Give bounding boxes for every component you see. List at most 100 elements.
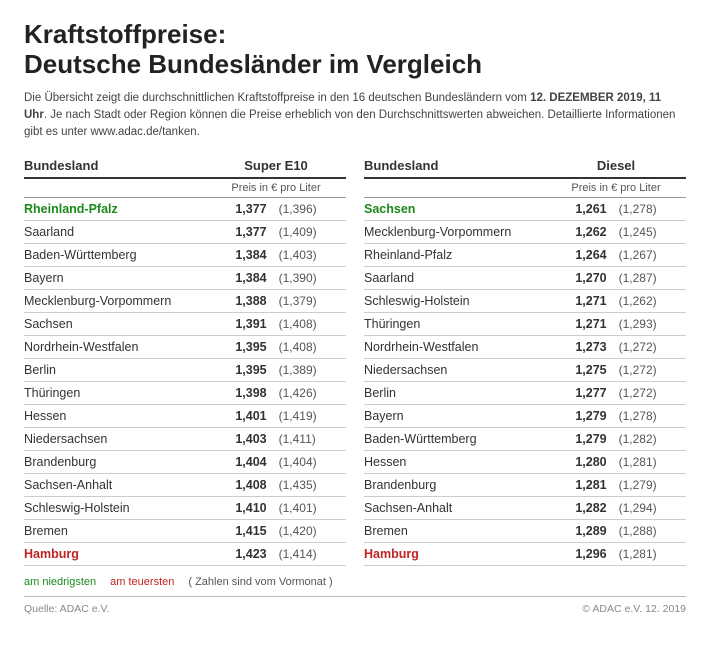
- cell-bundesland: Rheinland-Pfalz: [364, 248, 539, 262]
- cell-prev: (1,262): [619, 294, 686, 308]
- col-fuel: Diesel: [546, 158, 686, 173]
- cell-price: 1,423: [199, 547, 278, 561]
- cell-bundesland: Mecklenburg-Vorpommern: [24, 294, 199, 308]
- cell-prev: (1,435): [279, 478, 346, 492]
- cell-prev: (1,379): [279, 294, 346, 308]
- cell-prev: (1,403): [279, 248, 346, 262]
- cell-prev: (1,401): [279, 501, 346, 515]
- cell-bundesland: Nordrhein-Westfalen: [24, 340, 199, 354]
- cell-bundesland: Brandenburg: [364, 478, 539, 492]
- table-row: Berlin1,277(1,272): [364, 382, 686, 405]
- table-row: Sachsen-Anhalt1,408(1,435): [24, 474, 346, 497]
- cell-bundesland: Bayern: [364, 409, 539, 423]
- title-line2: Deutsche Bundesländer im Vergleich: [24, 49, 482, 79]
- cell-bundesland: Berlin: [364, 386, 539, 400]
- cell-prev: (1,294): [619, 501, 686, 515]
- table-row: Schleswig-Holstein1,410(1,401): [24, 497, 346, 520]
- cell-prev: (1,419): [279, 409, 346, 423]
- cell-prev: (1,282): [619, 432, 686, 446]
- cell-bundesland: Hessen: [24, 409, 199, 423]
- table-body: Sachsen1,261(1,278)Mecklenburg-Vorpommer…: [364, 198, 686, 566]
- table-row: Bayern1,384(1,390): [24, 267, 346, 290]
- cell-price: 1,271: [539, 317, 618, 331]
- cell-prev: (1,281): [619, 455, 686, 469]
- cell-bundesland: Thüringen: [364, 317, 539, 331]
- cell-prev: (1,245): [619, 225, 686, 239]
- cell-bundesland: Saarland: [364, 271, 539, 285]
- cell-prev: (1,272): [619, 363, 686, 377]
- cell-bundesland: Bremen: [364, 524, 539, 538]
- cell-price: 1,296: [539, 547, 618, 561]
- cell-prev: (1,272): [619, 386, 686, 400]
- cell-bundesland: Hamburg: [24, 547, 199, 561]
- table-subheader-row: Preis in € pro Liter: [364, 179, 686, 198]
- col-price-unit: Preis in € pro Liter: [546, 182, 686, 194]
- cell-price: 1,261: [539, 202, 618, 216]
- table-header-row: Bundesland Super E10: [24, 158, 346, 179]
- cell-prev: (1,267): [619, 248, 686, 262]
- table-row: Schleswig-Holstein1,271(1,262): [364, 290, 686, 313]
- page-title: Kraftstoffpreise: Deutsche Bundesländer …: [24, 20, 686, 80]
- cell-prev: (1,287): [619, 271, 686, 285]
- table-row: Brandenburg1,281(1,279): [364, 474, 686, 497]
- table-row: Nordrhein-Westfalen1,395(1,408): [24, 336, 346, 359]
- table-row: Sachsen1,391(1,408): [24, 313, 346, 336]
- cell-price: 1,384: [199, 248, 278, 262]
- col-bundesland: Bundesland: [364, 158, 546, 173]
- cell-prev: (1,409): [279, 225, 346, 239]
- cell-prev: (1,293): [619, 317, 686, 331]
- cell-bundesland: Niedersachsen: [364, 363, 539, 377]
- legend-note: ( Zahlen sind vom Vormonat ): [188, 576, 332, 588]
- cell-price: 1,277: [539, 386, 618, 400]
- cell-bundesland: Nordrhein-Westfalen: [364, 340, 539, 354]
- table-row: Mecklenburg-Vorpommern1,388(1,379): [24, 290, 346, 313]
- table-row: Niedersachsen1,403(1,411): [24, 428, 346, 451]
- cell-price: 1,262: [539, 225, 618, 239]
- cell-price: 1,289: [539, 524, 618, 538]
- cell-price: 1,281: [539, 478, 618, 492]
- cell-prev: (1,278): [619, 202, 686, 216]
- table-row: Hessen1,401(1,419): [24, 405, 346, 428]
- cell-prev: (1,414): [279, 547, 346, 561]
- cell-price: 1,395: [199, 340, 278, 354]
- legend-highest: am teuersten: [110, 576, 174, 588]
- col-price-unit: Preis in € pro Liter: [206, 182, 346, 194]
- table-row: Thüringen1,271(1,293): [364, 313, 686, 336]
- table-row: Bremen1,289(1,288): [364, 520, 686, 543]
- cell-bundesland: Mecklenburg-Vorpommern: [364, 225, 539, 239]
- table-row: Thüringen1,398(1,426): [24, 382, 346, 405]
- cell-prev: (1,426): [279, 386, 346, 400]
- cell-prev: (1,278): [619, 409, 686, 423]
- table-row: Hamburg1,423(1,414): [24, 543, 346, 566]
- cell-price: 1,264: [539, 248, 618, 262]
- cell-bundesland: Sachsen-Anhalt: [364, 501, 539, 515]
- cell-bundesland: Saarland: [24, 225, 199, 239]
- table-row: Berlin1,395(1,389): [24, 359, 346, 382]
- cell-price: 1,415: [199, 524, 278, 538]
- cell-bundesland: Bayern: [24, 271, 199, 285]
- col-fuel: Super E10: [206, 158, 346, 173]
- cell-bundesland: Sachsen: [24, 317, 199, 331]
- cell-prev: (1,420): [279, 524, 346, 538]
- cell-bundesland: Bremen: [24, 524, 199, 538]
- cell-price: 1,279: [539, 432, 618, 446]
- table-row: Baden-Württemberg1,384(1,403): [24, 244, 346, 267]
- cell-bundesland: Berlin: [24, 363, 199, 377]
- subtitle-post: . Je nach Stadt oder Region können die P…: [24, 109, 675, 138]
- table-row: Hessen1,280(1,281): [364, 451, 686, 474]
- cell-prev: (1,272): [619, 340, 686, 354]
- table-row: Nordrhein-Westfalen1,273(1,272): [364, 336, 686, 359]
- cell-bundesland: Schleswig-Holstein: [24, 501, 199, 515]
- table-row: Rheinland-Pfalz1,377(1,396): [24, 198, 346, 221]
- cell-price: 1,410: [199, 501, 278, 515]
- cell-bundesland: Schleswig-Holstein: [364, 294, 539, 308]
- table-row: Brandenburg1,404(1,404): [24, 451, 346, 474]
- table-diesel: Bundesland Diesel Preis in € pro Liter S…: [364, 158, 686, 566]
- subtitle: Die Übersicht zeigt die durchschnittlich…: [24, 90, 686, 142]
- cell-price: 1,279: [539, 409, 618, 423]
- cell-prev: (1,279): [619, 478, 686, 492]
- cell-price: 1,280: [539, 455, 618, 469]
- col-bundesland: Bundesland: [24, 158, 206, 173]
- table-row: Baden-Württemberg1,279(1,282): [364, 428, 686, 451]
- cell-price: 1,377: [199, 225, 278, 239]
